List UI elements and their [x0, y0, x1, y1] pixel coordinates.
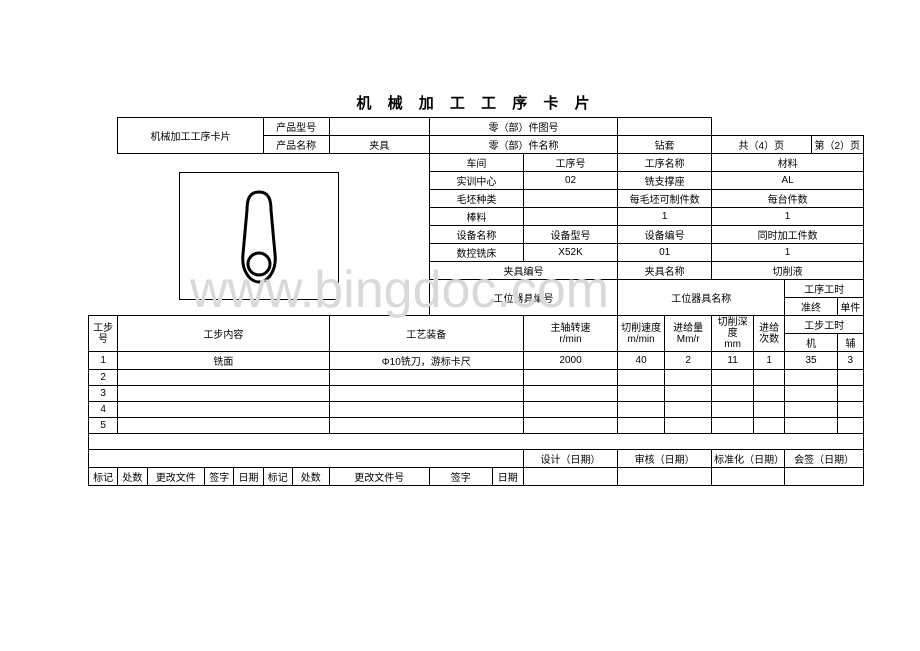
- blanktype-value: 棒料: [429, 208, 523, 226]
- material-label: 材料: [712, 154, 864, 172]
- stepcontent-header: 工步内容: [118, 316, 329, 352]
- card-table: 机械加工工序卡片 产品型号 零（部）件图号 产品名称 夹具 零（部）件名称 钻套…: [88, 117, 864, 486]
- opname-value: 铣支撑座: [618, 172, 712, 190]
- step-row: 2: [89, 370, 864, 386]
- mark-label-2: 标记: [263, 468, 292, 486]
- equipmodel-label: 设备型号: [523, 226, 617, 244]
- part-diagram: [229, 186, 289, 286]
- part-drawing-label: 零（部）件图号: [429, 118, 617, 136]
- coolant-label: 切削液: [712, 262, 864, 280]
- toolno-label: 工位器具编号: [429, 280, 617, 316]
- process-card: 机 械 加 工 工 序 卡 片 机械加工工序卡片 产品型号 零（部）件图号 产品…: [88, 92, 864, 486]
- diagram-cell: [89, 154, 430, 316]
- unit-label: 单件: [837, 298, 863, 316]
- place-label-2: 处数: [292, 468, 329, 486]
- spindle-header: 主轴转速r/min: [523, 316, 617, 352]
- sign-label: 签字: [205, 468, 234, 486]
- equipno-label: 设备编号: [618, 226, 712, 244]
- date-label-2: 日期: [492, 468, 523, 486]
- std-label: 标准化（日期）: [712, 450, 785, 468]
- simul-label: 同时加工件数: [712, 226, 864, 244]
- fixturename-label: 夹具名称: [618, 262, 712, 280]
- card-name: 机械加工工序卡片: [118, 118, 263, 154]
- fixtureno-label: 夹具编号: [429, 262, 617, 280]
- perunit-value: 1: [712, 208, 864, 226]
- workshop-value: 实训中心: [429, 172, 523, 190]
- opno-value: 02: [523, 172, 617, 190]
- machine-header: 机: [785, 334, 837, 352]
- depth-header: 切削深度mm: [712, 316, 754, 352]
- changeno-label: 更改文件号: [329, 468, 429, 486]
- prep-label: 准终: [785, 298, 837, 316]
- page: 第（2）页: [811, 136, 864, 154]
- perblank-label: 每毛坯可制件数: [618, 190, 712, 208]
- equipname-value: 数控铣床: [429, 244, 523, 262]
- optime-label: 工序工时: [785, 280, 864, 298]
- date-label: 日期: [234, 468, 263, 486]
- stepno-header: 工步号: [89, 316, 118, 352]
- cosign-label: 会签（日期）: [785, 450, 864, 468]
- prod-model: [329, 118, 429, 136]
- feedcount-header: 进给次数: [754, 316, 785, 352]
- cutspeed-header: 切削速度m/min: [618, 316, 665, 352]
- spacer-row: [89, 434, 864, 450]
- equipmodel-value: X52K: [523, 244, 617, 262]
- step-header-1: 工步号 工步内容 工艺装备 主轴转速r/min 切削速度m/min 进给量Mm/…: [89, 316, 864, 334]
- info-row-labels-1: 车间 工序号 工序名称 材料: [89, 154, 864, 172]
- prod-name: 夹具: [329, 136, 429, 154]
- mark-label: 标记: [89, 468, 118, 486]
- feed-header: 进给量Mm/r: [665, 316, 712, 352]
- step-row: 1 铣面 Φ10铣刀，游标卡尺 2000 40 2 11 1 35 3: [89, 352, 864, 370]
- step-row: 4: [89, 402, 864, 418]
- simul-value: 1: [712, 244, 864, 262]
- toolname-label: 工位器具名称: [618, 280, 785, 316]
- blanktype-label: 毛坯种类: [429, 190, 523, 208]
- prod-model-label: 产品型号: [263, 118, 329, 136]
- page-title: 机 械 加 工 工 序 卡 片: [88, 92, 864, 113]
- pages: 共（4）页: [712, 136, 811, 154]
- step-row: 3: [89, 386, 864, 402]
- step-row: 5: [89, 418, 864, 434]
- equipname-label: 设备名称: [429, 226, 523, 244]
- header-row-1: 机械加工工序卡片 产品型号 零（部）件图号: [89, 118, 864, 136]
- opno-label: 工序号: [523, 154, 617, 172]
- equipno-value: 01: [618, 244, 712, 262]
- part-name: 钻套: [618, 136, 712, 154]
- review-label: 审核（日期）: [618, 450, 712, 468]
- perblank-value: 1: [618, 208, 712, 226]
- part-drawing: [618, 118, 712, 136]
- perunit-label: 每台件数: [712, 190, 864, 208]
- steptime-header: 工步工时: [785, 316, 864, 334]
- sign-label-2: 签字: [429, 468, 492, 486]
- diagram-frame: [179, 172, 339, 300]
- procequip-header: 工艺装备: [329, 316, 523, 352]
- signature-header: 设计（日期） 审核（日期） 标准化（日期） 会签（日期）: [89, 450, 864, 468]
- place-label: 处数: [118, 468, 147, 486]
- change-label: 更改文件: [147, 468, 205, 486]
- aux-header: 辅: [837, 334, 863, 352]
- material-value: AL: [712, 172, 864, 190]
- opname-label: 工序名称: [618, 154, 712, 172]
- design-label: 设计（日期）: [523, 450, 617, 468]
- workshop-label: 车间: [429, 154, 523, 172]
- prod-name-label: 产品名称: [263, 136, 329, 154]
- part-name-label: 零（部）件名称: [429, 136, 617, 154]
